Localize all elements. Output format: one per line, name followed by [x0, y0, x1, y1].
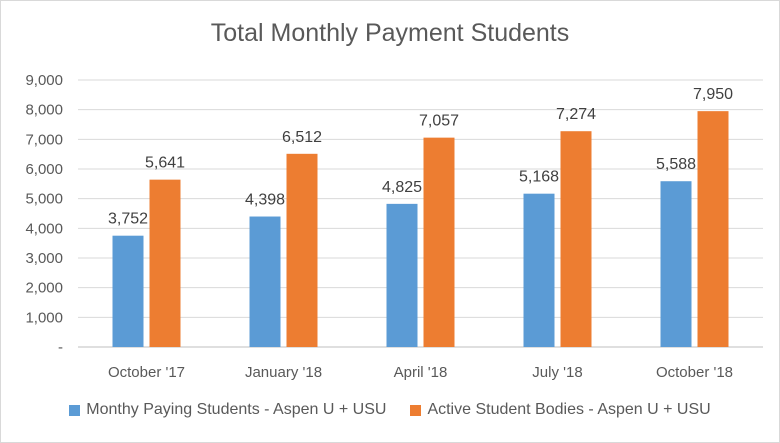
bar-series-2 [423, 137, 455, 347]
data-label-series-1: 4,398 [245, 192, 285, 209]
x-tick-label: January '18 [245, 364, 322, 381]
legend-swatch-series-2 [410, 404, 422, 416]
data-label-series-1: 5,168 [519, 169, 559, 186]
bar-series-1 [249, 216, 281, 347]
legend-label-series-1: Monthy Paying Students - Aspen U + USU [86, 401, 387, 418]
legend-item-series-1: Monthy Paying Students - Aspen U + USU [69, 401, 386, 419]
y-tick-label: 9,000 [25, 72, 63, 89]
data-label-series-2: 7,274 [556, 106, 596, 123]
y-tick-label: 6,000 [25, 161, 63, 178]
x-tick-label: October '17 [108, 364, 185, 381]
bar-series-2 [149, 179, 181, 347]
data-label-series-1: 4,825 [382, 179, 422, 196]
data-label-series-2: 7,950 [693, 86, 733, 103]
y-tick-label: 4,000 [25, 220, 63, 237]
x-tick-label: April '18 [394, 364, 448, 381]
y-tick-label: 1,000 [25, 309, 63, 326]
data-label-series-1: 5,588 [656, 156, 696, 173]
chart-legend: Monthy Paying Students - Aspen U + USU A… [1, 401, 779, 419]
y-tick-label: 2,000 [25, 280, 63, 297]
legend-swatch-series-1 [69, 404, 81, 416]
data-label-series-2: 5,641 [145, 155, 185, 172]
legend-item-series-2: Active Student Bodies - Aspen U + USU [410, 401, 711, 419]
legend-label-series-2: Active Student Bodies - Aspen U + USU [427, 401, 711, 418]
x-tick-label: July '18 [532, 364, 582, 381]
bar-series-1 [523, 193, 555, 347]
bar-series-2 [286, 153, 318, 347]
data-label-series-2: 6,512 [282, 129, 322, 146]
x-tick-label: October '18 [656, 364, 733, 381]
bar-series-1 [386, 203, 418, 347]
bar-series-1 [112, 235, 144, 347]
y-tick-label: 3,000 [25, 250, 63, 267]
data-label-series-2: 7,057 [419, 113, 459, 130]
chart-title: Total Monthly Payment Students [210, 19, 570, 47]
y-tick-label: 7,000 [25, 131, 63, 148]
y-tick-label: 8,000 [25, 102, 63, 119]
data-label-series-1: 3,752 [108, 211, 148, 228]
y-tick-label: - [58, 339, 63, 356]
bar-series-1 [660, 181, 692, 347]
y-tick-label: 5,000 [25, 191, 63, 208]
bar-series-2 [560, 131, 592, 347]
bar-series-2 [697, 111, 729, 348]
